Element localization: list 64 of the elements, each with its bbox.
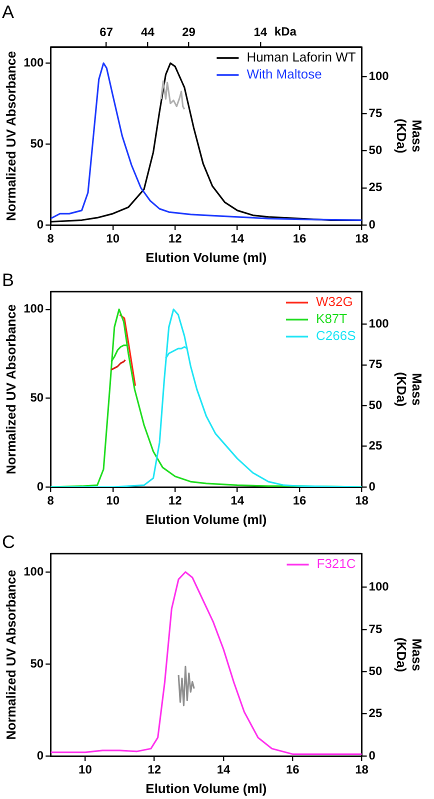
y2-tick-label: 50 — [368, 398, 382, 412]
x-tick-label: 18 — [355, 762, 369, 777]
x-axis-title: Elution Volume (ml) — [146, 250, 267, 265]
y-tick-label: 100 — [24, 55, 44, 70]
y2-tick-label: 0 — [368, 748, 376, 762]
y-axis-title: Normalized UV Absorbance — [3, 570, 18, 740]
y2-tick-label: 50 — [368, 664, 382, 678]
chart-title: A — [2, 2, 14, 22]
x-tick-label: 8 — [47, 494, 54, 508]
y2-tick-label: 0 — [368, 479, 376, 494]
y-tick-label: 0 — [36, 217, 44, 232]
x-tick-label: 14 — [230, 232, 244, 246]
legend-label: With Maltose — [246, 66, 322, 82]
y-axis-title: Normalized UV Absorbance — [3, 304, 18, 474]
y-tick-label: 100 — [24, 302, 44, 316]
x-tick-label: 10 — [106, 494, 120, 508]
y2-tick-label: 25 — [368, 706, 382, 720]
y2-tick-label: 25 — [368, 180, 382, 194]
x2-tick-label: 29 — [182, 25, 196, 40]
chart-title: C — [2, 532, 15, 552]
x-tick-label: 16 — [292, 494, 307, 508]
y-tick-label: 0 — [36, 479, 44, 494]
x-tick-label: 14 — [216, 762, 230, 777]
x-tick-label: 12 — [148, 762, 162, 777]
x2-tick-label: 14 — [254, 25, 268, 40]
legend-label: Human Laforin WT — [246, 50, 356, 65]
x2-tick-label: 67 — [100, 25, 114, 40]
x-tick-label: 14 — [230, 494, 244, 508]
y-tick-label: 0 — [36, 748, 44, 762]
chart-title: B — [2, 270, 14, 290]
y-tick-label: 50 — [30, 390, 44, 404]
x-axis-title: Elution Volume (ml) — [146, 780, 267, 796]
x-tick-label: 16 — [286, 762, 300, 777]
y2-tick-label: 100 — [368, 580, 390, 594]
x-tick-label: 18 — [355, 494, 369, 508]
legend-label: C266S — [316, 328, 356, 344]
y2-tick-label: 75 — [368, 622, 382, 636]
y2-axis-title: Mass (KDa) — [394, 118, 425, 154]
legend-label: F321C — [316, 556, 356, 572]
x-tick-label: 12 — [168, 232, 182, 246]
x-tick-label: 10 — [78, 762, 92, 777]
y2-axis-title: Mass (KDa) — [394, 637, 425, 672]
x-tick-label: 10 — [106, 232, 120, 246]
y2-tick-label: 100 — [368, 68, 390, 83]
y2-tick-label: 25 — [368, 438, 382, 453]
y2-tick-label: 75 — [368, 357, 382, 372]
x-tick-label: 12 — [168, 494, 182, 508]
y2-tick-label: 50 — [368, 143, 382, 158]
x-axis-title: Elution Volume (ml) — [146, 512, 267, 527]
y-axis-title: Normalized UV Absorbance — [3, 50, 18, 222]
y2-tick-label: 0 — [368, 217, 376, 232]
y-tick-label: 100 — [24, 564, 44, 578]
legend-label: W32G — [316, 294, 353, 310]
x-tick-label: 16 — [292, 232, 307, 246]
x2-tick-label: 44 — [141, 25, 155, 40]
legend-label: K87T — [316, 311, 348, 326]
y2-axis-title: Mass (KDa) — [394, 372, 425, 407]
y2-tick-label: 75 — [368, 106, 382, 120]
x2-axis-title: kDa — [274, 24, 297, 39]
x-tick-label: 18 — [355, 232, 369, 246]
y2-tick-label: 100 — [368, 316, 390, 330]
y-tick-label: 50 — [30, 656, 44, 670]
x-tick-label: 8 — [47, 232, 54, 246]
y-tick-label: 50 — [30, 136, 44, 150]
